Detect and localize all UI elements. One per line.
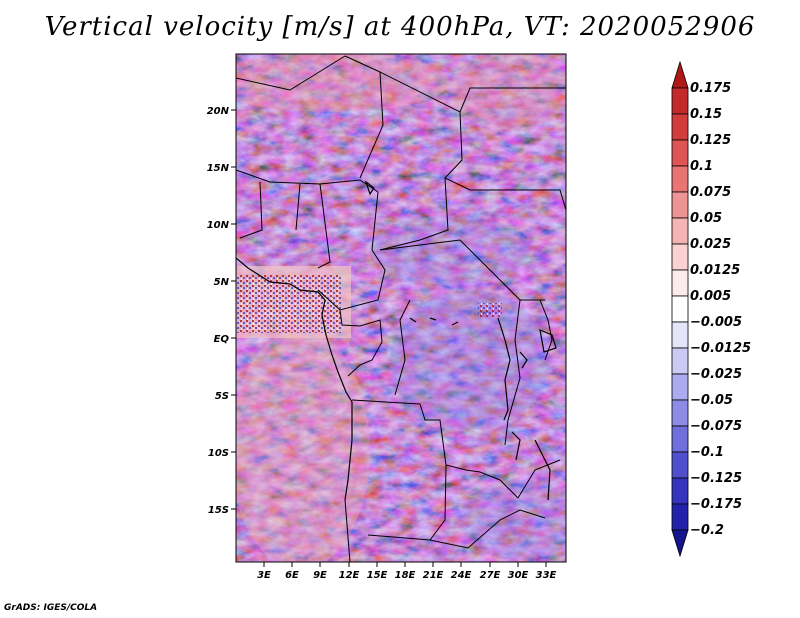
grads-credit: GrADS: IGES/COLA <box>4 603 98 613</box>
colorbar-segment <box>671 269 689 297</box>
colorbar-label: −0.005 <box>690 315 742 330</box>
lon-label: 21E <box>423 570 444 581</box>
coastlines <box>236 180 557 501</box>
lon-label: 12E <box>339 570 360 581</box>
longitude-axis <box>263 562 547 567</box>
colorbar-segment <box>671 113 689 141</box>
colorbar-segment <box>671 217 689 245</box>
lon-label: 3E <box>257 570 271 581</box>
lon-label: 15E <box>367 570 388 581</box>
colorbar-segment <box>671 321 689 349</box>
lon-label: 18E <box>395 570 416 581</box>
lat-label: 5S <box>215 391 229 402</box>
colorbar-label: 0.0125 <box>690 263 740 278</box>
vertical-velocity-field <box>236 54 566 562</box>
lat-label: 5N <box>214 277 230 288</box>
map-frame <box>235 53 567 563</box>
lon-label: 24E <box>451 570 472 581</box>
lat-label: EQ <box>214 334 230 345</box>
colorbar <box>671 60 689 558</box>
colorbar-label: −0.2 <box>690 523 724 538</box>
lon-label: 27E <box>480 570 501 581</box>
colorbar-label: 0.005 <box>690 289 731 304</box>
colorbar-label: 0.025 <box>690 237 731 252</box>
colorbar-label: 0.05 <box>690 211 722 226</box>
colorbar-segment <box>671 477 689 505</box>
colorbar-segment <box>671 243 689 271</box>
colorbar-labels: 0.175 0.15 0.125 0.1 0.075 0.05 0.025 0.… <box>690 81 751 538</box>
colorbar-segment <box>671 139 689 167</box>
colorbar-segment <box>671 503 689 531</box>
colorbar-label: 0.175 <box>690 81 731 96</box>
colorbar-segment <box>671 87 689 115</box>
lat-label: 15S <box>208 505 229 516</box>
lon-label: 9E <box>313 570 327 581</box>
colorbar-label: 0.075 <box>690 185 731 200</box>
colorbar-segment <box>671 373 689 401</box>
latitude-axis <box>231 109 236 510</box>
colorbar-label: −0.05 <box>690 393 733 408</box>
lat-label: 10N <box>207 220 230 231</box>
colorbar-label: −0.1 <box>690 445 724 460</box>
colorbar-segment <box>671 399 689 427</box>
lon-label: 6E <box>285 570 299 581</box>
colorbar-segment <box>671 295 689 323</box>
colorbar-label: −0.0125 <box>690 341 751 356</box>
map-title: Vertical velocity [m/s] at 400hPa, VT: 2… <box>44 12 756 42</box>
colorbar-label: −0.175 <box>690 497 742 512</box>
colorbar-label: −0.025 <box>690 367 742 382</box>
lon-label: 33E <box>536 570 557 581</box>
colorbar-label: −0.075 <box>690 419 742 434</box>
lon-label: 30E <box>508 570 529 581</box>
colorbar-label: −0.125 <box>690 471 742 486</box>
colorbar-segment <box>671 529 689 558</box>
country-borders <box>236 55 566 562</box>
colorbar-label: 0.1 <box>690 159 713 174</box>
colorbar-label: 0.125 <box>690 133 731 148</box>
colorbar-segment <box>671 347 689 375</box>
colorbar-segment <box>671 425 689 453</box>
lat-label: 15N <box>207 163 230 174</box>
lat-label: 10S <box>208 448 229 459</box>
colorbar-segment <box>671 451 689 479</box>
colorbar-segment <box>671 60 689 89</box>
colorbar-segment <box>671 191 689 219</box>
colorbar-segment <box>671 165 689 193</box>
lat-label: 20N <box>207 106 230 117</box>
colorbar-label: 0.15 <box>690 107 722 122</box>
